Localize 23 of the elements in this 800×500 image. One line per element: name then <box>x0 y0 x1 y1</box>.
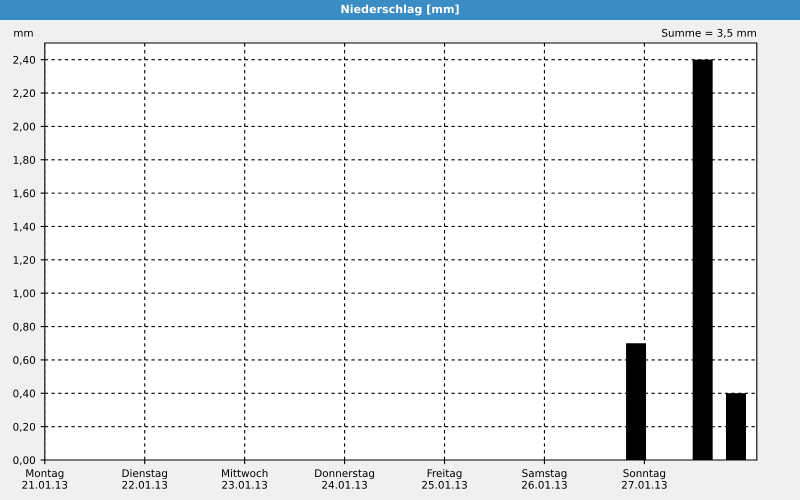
y-tick-label: 0,20 <box>13 422 36 432</box>
text: Summe = 3,5 mm <box>662 28 756 38</box>
y-tick-label: 1,80 <box>14 156 36 165</box>
chart-title: Niederschlag [mm] <box>341 4 459 16</box>
y-tick-label: 0,40 <box>13 390 36 398</box>
y-tick-label: 2,00 <box>13 122 36 132</box>
x-tick-label: Sonntag 27.01.13 <box>622 469 667 489</box>
x-tick-label: Mittwoch 23.01.13 <box>222 469 268 489</box>
x-tick-label: Donnerstag 24.01.13 <box>315 469 374 489</box>
y-tick-label: 0,60 <box>13 356 36 366</box>
y-tick-label: 2,40 <box>13 56 36 65</box>
x-tick-label: Montag 21.01.13 <box>22 469 68 489</box>
x-tick-label: Dienstag 22.01.13 <box>122 469 168 489</box>
x-tick-label: Samstag 26.01.13 <box>522 469 567 489</box>
x-tick-label: Freitag 25.01.13 <box>422 469 467 489</box>
y-tick-label: 0,00 <box>13 456 36 466</box>
y-tick-label: 2,20 <box>13 89 36 98</box>
y-tick-label: 1,60 <box>14 189 36 198</box>
y-tick-label: 0,80 <box>13 322 36 332</box>
y-axis-title: mm <box>14 30 33 37</box>
y-tick-label: 1,40 <box>14 222 36 232</box>
y-tick-label: 1,20 <box>14 256 36 266</box>
y-tick-label: 1,00 <box>14 289 36 298</box>
